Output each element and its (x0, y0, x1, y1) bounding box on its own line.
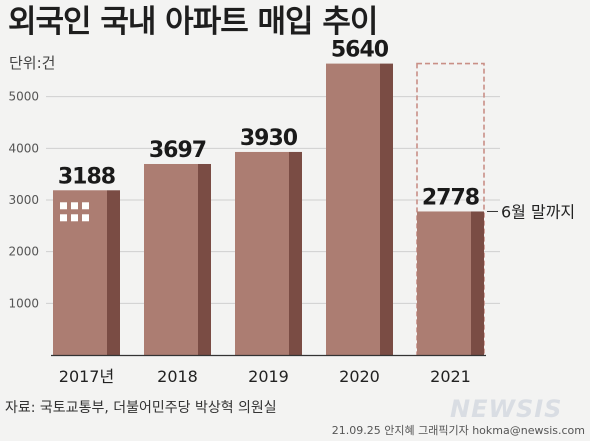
annotation: 6월 말까지 (487, 202, 575, 221)
unit-label: 단위:건 (9, 54, 55, 72)
category-label: 2018 (157, 367, 198, 386)
bar-front (417, 211, 471, 355)
chart-title: 외국인 국내 아파트 매입 추이 (8, 4, 377, 40)
dashed-full-year-box (416, 62, 485, 356)
building-window (71, 202, 78, 210)
bar-front (326, 63, 380, 355)
y-tick-label: 3000 (8, 193, 39, 207)
credit-line: 21.09.25 안지혜 그래픽기자 hokma@newsis.com (332, 424, 585, 437)
x-axis-labels: 2017년 2018 2019 2020 2021 (59, 367, 471, 386)
category-label: 2017년 (59, 367, 114, 386)
category-label: 2020 (339, 367, 380, 386)
value-label: 3697 (149, 138, 206, 163)
y-tick-label: 1000 (8, 296, 39, 310)
value-label: 3930 (240, 126, 298, 151)
value-labels: 3188 3697 3930 5640 2778 (58, 38, 480, 211)
y-tick-label: 5000 (8, 90, 39, 104)
bar-side (471, 211, 484, 355)
building-window (82, 202, 89, 210)
building-window (71, 214, 78, 222)
y-tick-label: 4000 (8, 141, 39, 155)
bar-side (198, 163, 211, 355)
bar-front (144, 163, 198, 355)
bar-side (289, 151, 302, 355)
value-label: 3188 (58, 164, 115, 189)
value-label: 2778 (422, 185, 479, 210)
building-window (60, 202, 67, 210)
bar-side (107, 190, 120, 355)
category-label: 2021 (430, 367, 471, 386)
y-tick-label: 2000 (8, 245, 39, 259)
bar-front (235, 151, 289, 355)
bar-side (380, 63, 393, 355)
y-axis-ticks: 1000 2000 3000 4000 5000 (8, 90, 39, 311)
bars (53, 63, 484, 355)
building-window (60, 214, 67, 222)
annotation-text: 6월 말까지 (501, 202, 575, 221)
source-note: 자료: 국토교통부, 더불어민주당 박상혁 의원실 (5, 400, 277, 416)
full-year-outline (416, 62, 485, 356)
building-window (82, 214, 89, 222)
category-label: 2019 (248, 367, 289, 386)
value-label: 5640 (331, 38, 389, 63)
newsis-logo: NEWSIS (450, 395, 562, 423)
